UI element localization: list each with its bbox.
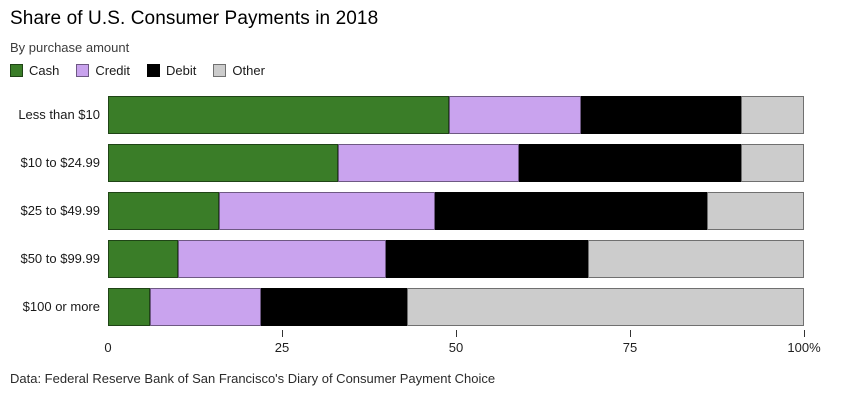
legend-swatch-cash bbox=[10, 64, 23, 77]
legend-label-cash: Cash bbox=[29, 63, 60, 78]
bar-track bbox=[108, 192, 804, 230]
legend-swatch-other bbox=[213, 64, 227, 77]
bar-segment-debit bbox=[518, 144, 742, 182]
chart-row: $10 to $24.99 bbox=[0, 144, 847, 182]
legend-item-credit: Credit bbox=[76, 63, 130, 78]
legend-item-cash: Cash bbox=[10, 63, 59, 78]
legend-label-debit: Debit bbox=[166, 63, 197, 78]
bar-segment-credit bbox=[337, 144, 519, 182]
x-axis-tick bbox=[804, 330, 805, 337]
bar-segment-debit bbox=[435, 192, 707, 230]
category-label: $10 to $24.99 bbox=[20, 155, 100, 170]
legend-swatch-debit bbox=[147, 64, 161, 77]
legend-item-other: Other bbox=[213, 63, 265, 78]
legend-label-credit: Credit bbox=[95, 63, 131, 78]
x-axis-tick-label: 25 bbox=[274, 340, 290, 355]
x-axis-tick bbox=[630, 330, 631, 337]
bar-segment-cash bbox=[108, 96, 450, 134]
chart-row: $50 to $99.99 bbox=[0, 240, 847, 278]
chart-row: Less than $10 bbox=[0, 96, 847, 134]
legend-swatch-credit bbox=[76, 64, 90, 77]
bar-track bbox=[108, 240, 804, 278]
legend: Cash Credit Debit Other bbox=[10, 63, 265, 78]
x-axis-tick-label: 0 bbox=[104, 340, 112, 355]
bar-segment-debit bbox=[581, 96, 742, 134]
legend-label-other: Other bbox=[232, 63, 265, 78]
chart-title: Share of U.S. Consumer Payments in 2018 bbox=[10, 8, 379, 29]
bar-track bbox=[108, 288, 804, 326]
x-axis: 0 25 50 75 100% bbox=[0, 326, 847, 360]
category-label: $25 to $49.99 bbox=[20, 203, 100, 218]
x-axis-tick bbox=[456, 330, 457, 337]
bar-segment-debit bbox=[386, 240, 589, 278]
bar-track bbox=[108, 144, 804, 182]
category-label: $100 or more bbox=[22, 299, 100, 314]
chart-subtitle: By purchase amount bbox=[10, 40, 130, 55]
x-axis-tick-label: 50 bbox=[448, 340, 464, 355]
category-label: Less than $10 bbox=[18, 107, 100, 122]
bar-segment-other bbox=[588, 240, 804, 278]
bar-segment-credit bbox=[177, 240, 387, 278]
bar-segment-cash bbox=[108, 144, 338, 182]
chart-row: $25 to $49.99 bbox=[0, 192, 847, 230]
x-axis-tick-label: 100% bbox=[787, 340, 821, 355]
legend-item-debit: Debit bbox=[147, 63, 196, 78]
bar-segment-credit bbox=[449, 96, 582, 134]
category-label: $50 to $99.99 bbox=[20, 251, 100, 266]
chart-rows: Less than $10 $10 to $24.99 $25 to $49.99 $… bbox=[0, 96, 847, 336]
chart-row: $100 or more bbox=[0, 288, 847, 326]
bar-segment-other bbox=[741, 144, 804, 182]
bar-segment-credit bbox=[219, 192, 436, 230]
x-axis-tick-label: 75 bbox=[622, 340, 638, 355]
bar-segment-other bbox=[706, 192, 804, 230]
bar-segment-other bbox=[741, 96, 804, 134]
bar-segment-credit bbox=[149, 288, 262, 326]
bar-segment-cash bbox=[108, 288, 150, 326]
bar-segment-cash bbox=[108, 192, 220, 230]
x-axis-tick bbox=[282, 330, 283, 337]
bar-segment-other bbox=[407, 288, 804, 326]
bar-segment-cash bbox=[108, 240, 178, 278]
source-caption: Data: Federal Reserve Bank of San Franci… bbox=[10, 371, 496, 386]
bar-track bbox=[108, 96, 804, 134]
bar-segment-debit bbox=[261, 288, 408, 326]
